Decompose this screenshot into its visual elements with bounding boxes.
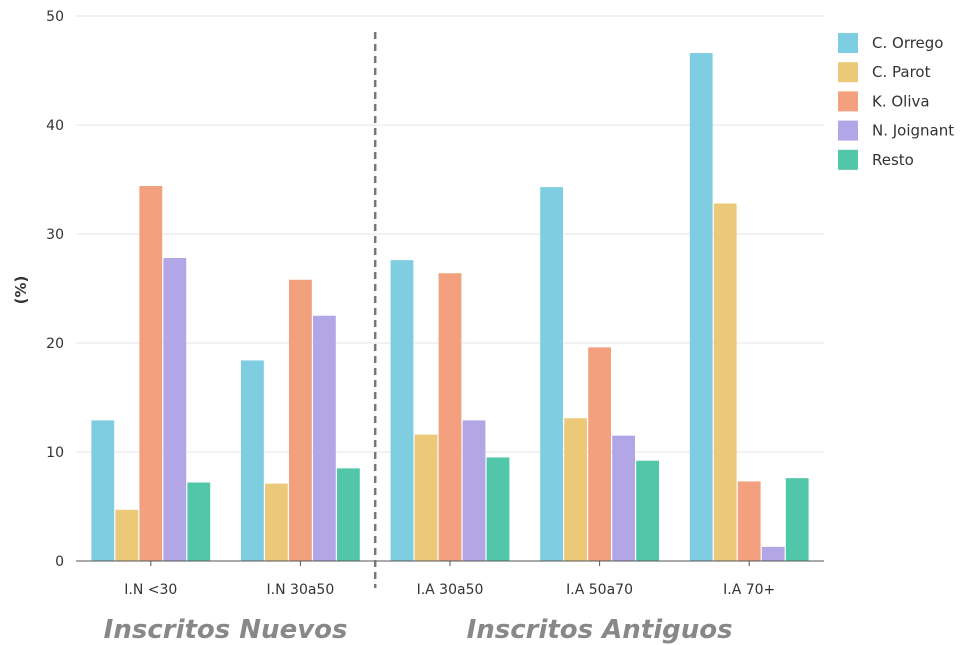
y-tick-label: 20 [46,336,64,352]
bar-k-oliva-2 [438,273,462,561]
bar-c-parot-3 [564,418,587,561]
x-tick-label: I.A 50a70 [566,582,633,598]
y-axis-label: (%) [12,276,30,305]
x-axis-ticks: I.N <30 I.N 30a50 I.A 30a50 I.A 50a70 I.A 70… [124,561,775,598]
group-title: Inscritos Nuevos [104,615,348,645]
bar-resto-3 [636,460,659,561]
y-tick-label: 0 [55,554,64,570]
bar-resto-2 [486,457,510,561]
legend-swatch [838,33,858,53]
bar-n-joignant-0 [163,257,187,561]
bars [91,53,809,562]
legend-label: C. Orrego [872,34,943,52]
x-tick-label: I.A 70+ [723,582,775,598]
bar-k-oliva-4 [737,481,761,561]
bar-n-joignant-2 [462,420,486,561]
legend-label: Resto [872,151,914,169]
legend-swatch [838,62,858,83]
legend-swatch [838,120,858,141]
bar-resto-4 [785,478,809,561]
group-title: Inscritos Antiguos [467,615,733,645]
y-tick-label: 30 [46,227,64,243]
bar-k-oliva-3 [588,347,611,561]
group-titles: Inscritos Nuevos Inscritos Antiguos [104,615,733,645]
bar-k-oliva-0 [139,186,163,562]
bar-c-orrego-2 [390,260,414,561]
bar-resto-1 [337,468,360,561]
bar-c-orrego-1 [241,360,264,561]
y-tick-label: 10 [46,445,64,461]
bar-c-orrego-4 [689,53,713,562]
y-axis-ticks: 0 10 20 30 40 50 [46,9,64,570]
bar-c-parot-4 [713,203,737,562]
bar-resto-0 [187,482,211,561]
legend-swatch [838,149,858,170]
bar-c-parot-1 [265,483,288,561]
bar-c-orrego-3 [540,187,563,561]
y-tick-label: 40 [46,118,64,134]
bar-c-orrego-0 [91,420,115,561]
bar-c-parot-0 [115,509,139,561]
legend-label: C. Parot [872,63,931,81]
x-tick-label: I.N 30a50 [267,582,335,598]
bar-k-oliva-1 [289,279,312,561]
bar-n-joignant-1 [313,315,336,561]
x-tick-label: I.N <30 [124,582,177,598]
x-tick-label: I.A 30a50 [417,582,484,598]
bar-n-joignant-4 [761,546,785,561]
legend-swatch [838,91,858,112]
bar-n-joignant-3 [612,435,635,561]
bar-c-parot-2 [414,434,438,561]
y-tick-label: 50 [46,9,64,25]
legend-label: K. Oliva [872,92,930,110]
legend-label: N. Joignant [872,122,954,140]
legend: C. Orrego C. Parot K. Oliva N. Joignant Rest… [838,33,954,170]
